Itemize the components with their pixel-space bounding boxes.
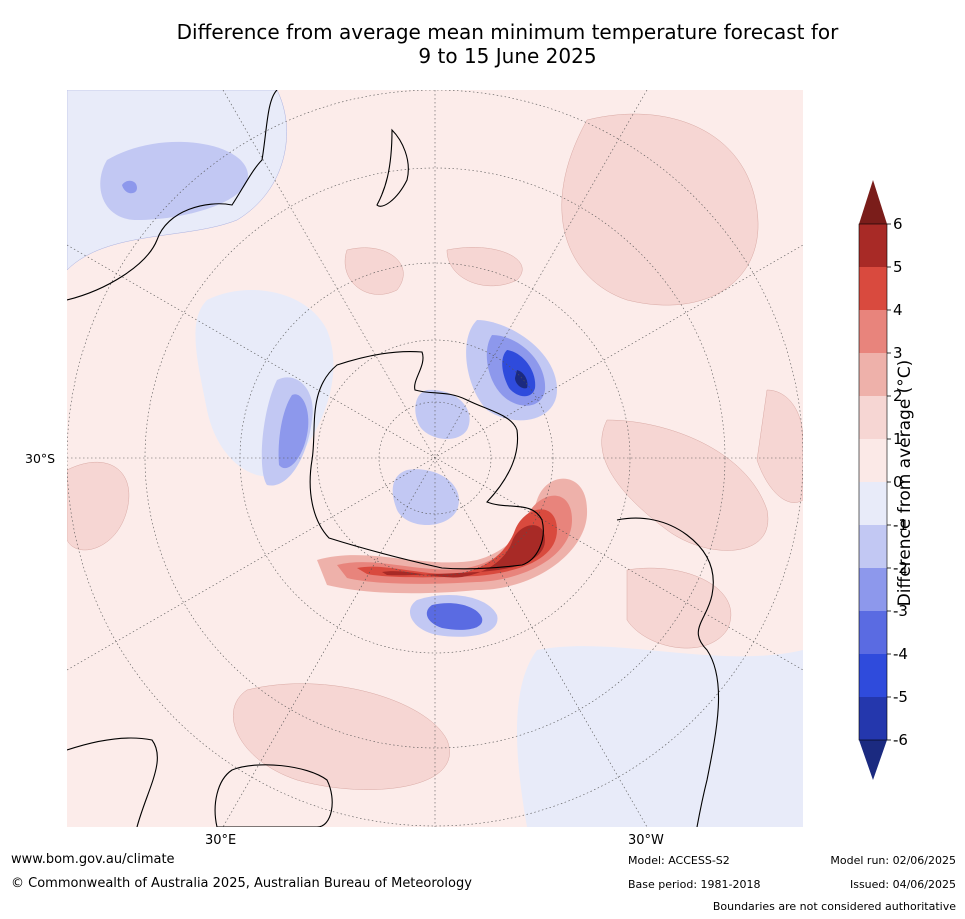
footer-issued: Issued: 04/06/2025 (849, 878, 956, 891)
colorbar-segment (859, 568, 887, 611)
colorbar-tick-label: 0 (893, 473, 903, 491)
madagascar-outline (214, 764, 333, 827)
colorbar-tick-label: 5 (893, 258, 903, 276)
colorbar-axis-label: Difference from average (°C) (895, 359, 915, 607)
colorbar-tick-label: -1 (893, 516, 908, 534)
colorbar-tick-label: 3 (893, 344, 903, 362)
africa-outline (67, 737, 158, 827)
colorbar-segment (859, 482, 887, 525)
title-line-2: 9 to 15 June 2025 (418, 44, 597, 68)
colorbar-tick-label: -5 (893, 688, 908, 706)
colorbar-tick-label: -2 (893, 559, 908, 577)
warm-anomaly-light (67, 113, 803, 790)
colorbar-segment (859, 611, 887, 654)
title-line-1: Difference from average mean minimum tem… (176, 20, 839, 44)
colorbar: 6 5 4 3 2 1 0 -1 -2 -3 -4 -5 -6 (855, 180, 965, 785)
colorbar-tick-label: -6 (893, 731, 908, 749)
colorbar-segment (859, 310, 887, 353)
colorbar-tick-label: 2 (893, 387, 903, 405)
colorbar-segment (859, 697, 887, 740)
south-america-outline (616, 517, 720, 827)
colorbar-segment (859, 267, 887, 310)
cool-anomaly (67, 90, 803, 827)
coastlines (67, 90, 720, 827)
footer-disclaimer: Boundaries are not considered authoritat… (712, 900, 956, 913)
colorbar-segment (859, 654, 887, 697)
new-zealand-outline (376, 128, 409, 207)
footer-copyright: © Commonwealth of Australia 2025, Austra… (11, 876, 472, 891)
colorbar-tick-label: 1 (893, 430, 903, 448)
footer-model-run: Model run: 02/06/2025 (830, 854, 956, 867)
colorbar-over-triangle (859, 180, 887, 224)
lon-label-30e: 30°E (205, 833, 237, 848)
colorbar-tick-label: -3 (893, 602, 908, 620)
lon-label-30w: 30°W (628, 833, 664, 848)
footer-website: www.bom.gov.au/climate (11, 852, 175, 867)
graticule (67, 90, 803, 827)
footer-base-period: Base period: 1981-2018 (628, 878, 761, 891)
lat-label-30s: 30°S (25, 451, 56, 466)
antarctica-outline (309, 351, 544, 570)
colorbar-segment (859, 439, 887, 482)
colorbar-segment (859, 353, 887, 396)
colorbar-segment (859, 525, 887, 568)
colorbar-under-triangle (859, 740, 887, 780)
polar-map (67, 90, 803, 827)
colorbar-tick-label: 6 (893, 215, 903, 233)
map-title: Difference from average mean minimum tem… (0, 20, 965, 68)
australia-outline (67, 90, 278, 301)
colorbar-segment (859, 224, 887, 267)
colorbar-tick-label: 4 (893, 301, 903, 319)
footer-model: Model: ACCESS-S2 (628, 854, 730, 867)
colorbar-tick-label: -4 (893, 645, 908, 663)
colorbar-segment (859, 396, 887, 439)
